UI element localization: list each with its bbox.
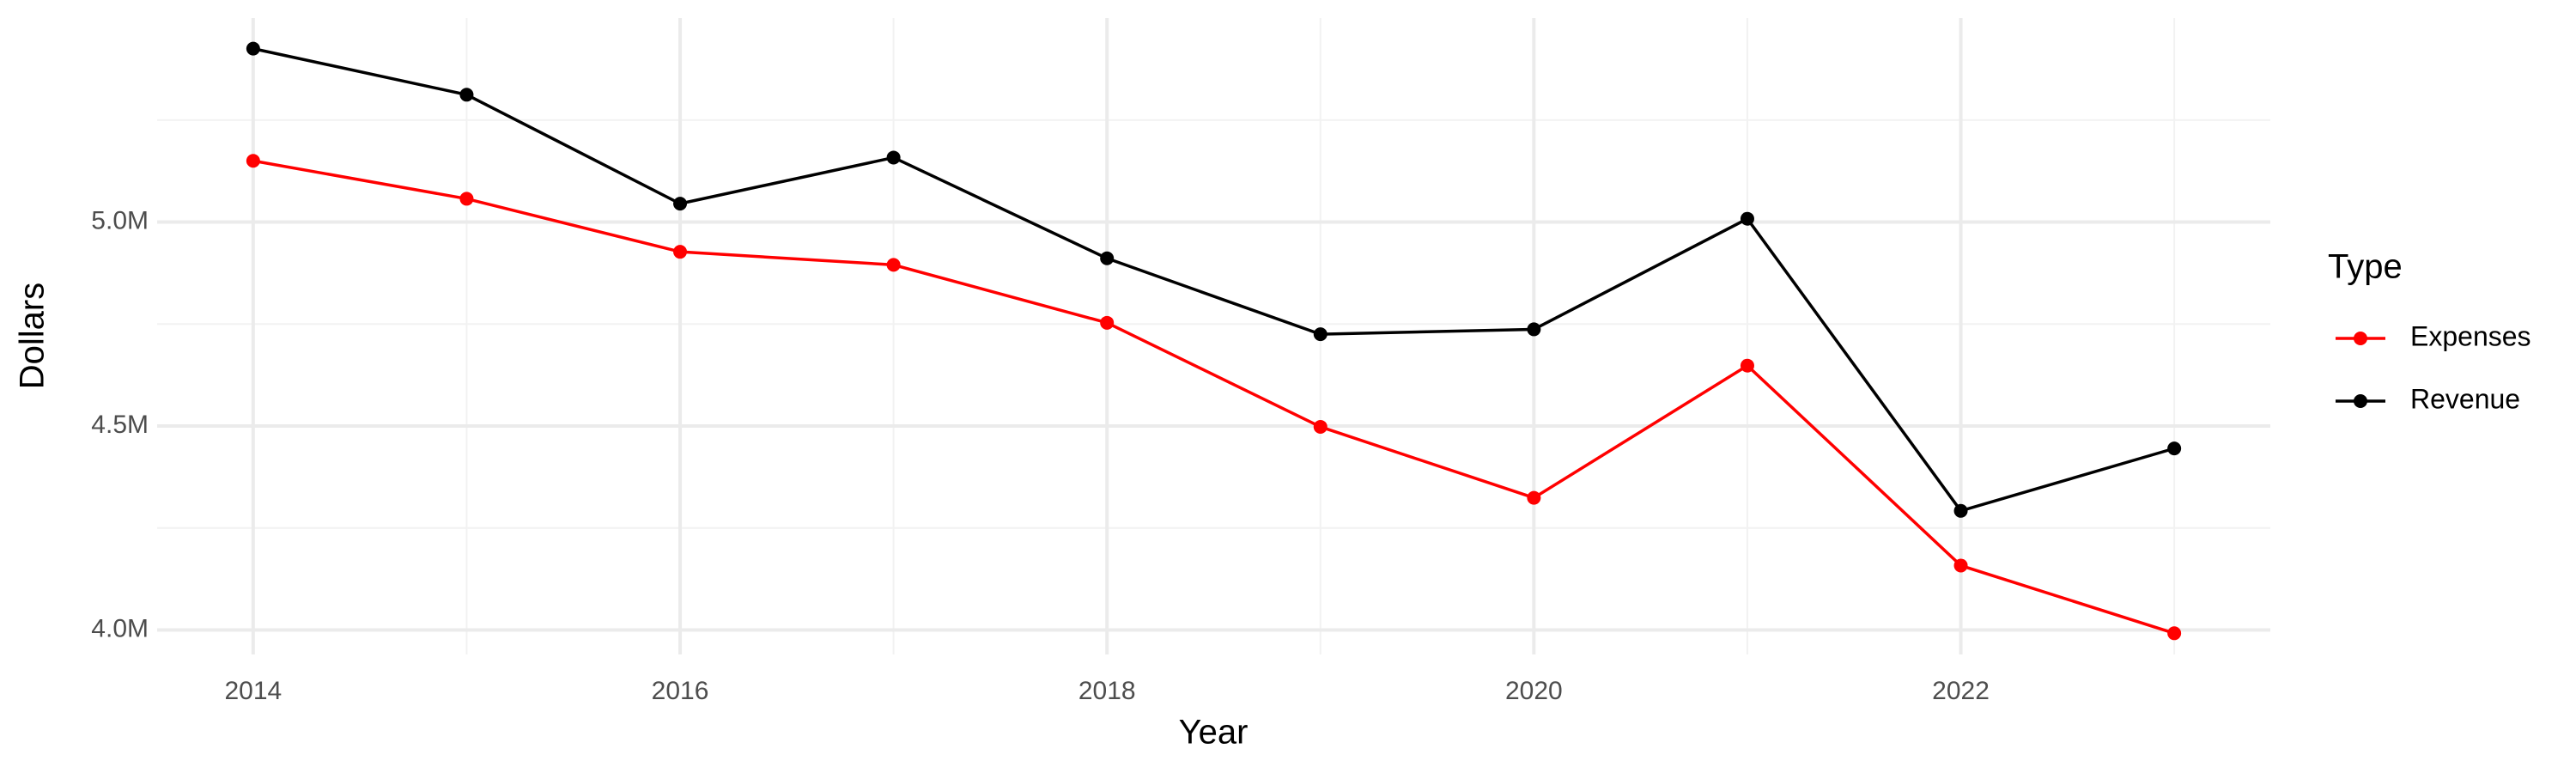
data-point: [886, 150, 901, 165]
x-tick-label: 2018: [1078, 677, 1136, 705]
data-point: [1313, 327, 1327, 342]
y-tick-label: 4.5M: [91, 411, 149, 439]
data-point: [246, 41, 260, 56]
data-point: [1100, 251, 1115, 265]
data-point: [1740, 211, 1754, 226]
data-point: [886, 258, 901, 272]
legend-label: Expenses: [2410, 320, 2531, 351]
data-point: [1527, 490, 1541, 505]
data-point: [246, 154, 260, 168]
data-point: [2167, 626, 2182, 641]
x-axis-title: Year: [1179, 714, 1249, 752]
series-line: [252, 159, 2175, 635]
y-tick-label: 5.0M: [91, 206, 149, 234]
data-point: [1313, 419, 1327, 434]
data-point: [459, 88, 474, 102]
data-point: [673, 197, 688, 211]
legend-title: Type: [2328, 248, 2403, 286]
data-point: [1100, 315, 1115, 330]
y-tick-label: 4.0M: [91, 614, 149, 642]
x-tick-label: 2020: [1505, 677, 1563, 705]
data-point: [1740, 358, 1754, 373]
legend-label: Revenue: [2410, 383, 2520, 414]
legend-key-point: [2354, 394, 2367, 408]
data-point: [1953, 503, 1968, 518]
legend-key-point: [2354, 332, 2367, 345]
data-point: [459, 192, 474, 206]
data-point: [1953, 558, 1968, 573]
data-point: [2167, 441, 2182, 456]
series-line: [252, 46, 2175, 513]
x-tick-label: 2014: [224, 677, 282, 705]
y-axis-title: Dollars: [14, 283, 52, 389]
data-point: [673, 245, 688, 259]
x-tick-label: 2022: [1932, 677, 1990, 705]
x-tick-label: 2016: [652, 677, 709, 705]
data-point: [1527, 322, 1541, 337]
